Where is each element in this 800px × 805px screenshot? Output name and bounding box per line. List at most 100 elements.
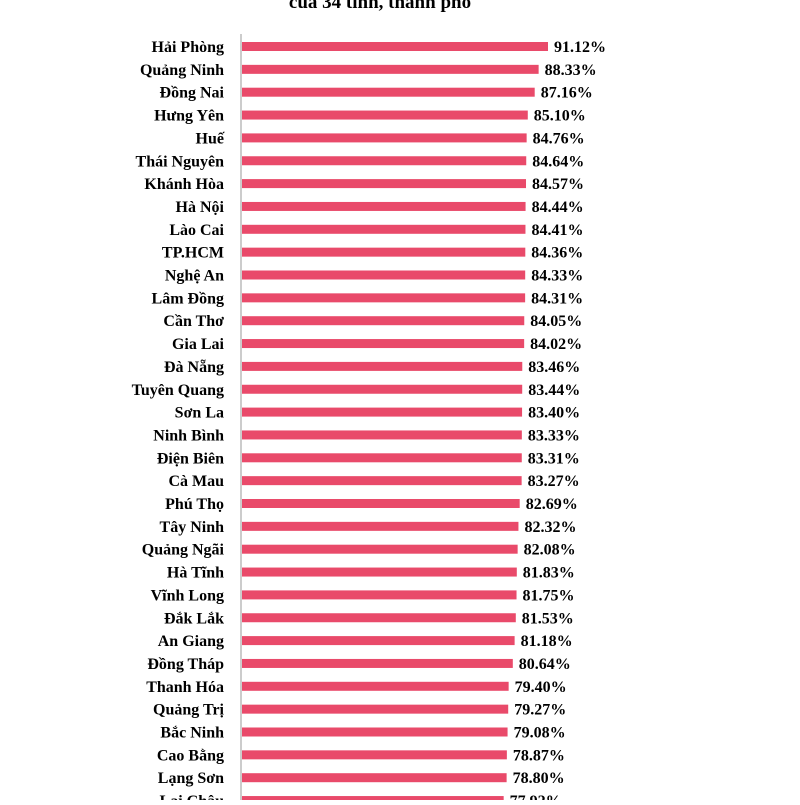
value-label: 81.83%: [523, 565, 575, 582]
value-label: 81.18%: [521, 633, 573, 650]
value-label: 81.75%: [523, 587, 575, 604]
value-label: 84.76%: [533, 130, 585, 147]
value-label: 84.02%: [530, 336, 582, 353]
value-label: 79.08%: [514, 725, 566, 742]
bar: [242, 499, 520, 508]
value-label: 83.33%: [528, 427, 580, 444]
value-label: 84.64%: [532, 153, 584, 170]
bar: [242, 658, 513, 668]
chart-title: của 34 tỉnh, thành phố: [288, 0, 472, 13]
value-label: 85.10%: [534, 108, 586, 125]
category-label: Tuyên Quang: [132, 382, 224, 399]
bar: [242, 796, 504, 805]
category-label: Cần Thơ: [163, 313, 224, 330]
value-label: 83.31%: [528, 450, 580, 467]
bar: [242, 430, 522, 440]
value-label: 84.44%: [532, 199, 584, 216]
category-label: Sơn La: [175, 405, 224, 422]
bar: [242, 270, 526, 280]
bar: [242, 224, 526, 234]
value-label: 82.32%: [524, 519, 576, 536]
value-label: 84.33%: [531, 268, 583, 285]
category-label: Hải Phòng: [152, 39, 224, 56]
category-label: Thanh Hóa: [146, 679, 224, 696]
category-label: Cà Mau: [168, 473, 224, 490]
category-label: Nghệ An: [165, 268, 224, 285]
category-label: Đà Nẵng: [164, 359, 224, 376]
value-label: 87.16%: [541, 85, 593, 102]
bar: [242, 64, 539, 74]
value-label: 78.80%: [513, 770, 565, 787]
bar: [242, 133, 527, 143]
bar: [242, 201, 526, 211]
bar: [242, 590, 517, 600]
category-label: Khánh Hòa: [144, 176, 224, 193]
bar: [242, 247, 526, 257]
value-label: 84.36%: [531, 245, 583, 262]
value-label: 84.57%: [532, 176, 584, 193]
bar: [242, 179, 527, 189]
value-label: 83.44%: [528, 382, 580, 399]
bar: [242, 681, 509, 691]
bar: [242, 727, 508, 737]
value-label: 79.27%: [514, 702, 566, 719]
value-label: 83.27%: [528, 473, 580, 490]
category-label: Đồng Nai: [160, 85, 225, 102]
value-label: 80.64%: [519, 656, 571, 673]
category-label: Điện Biên: [157, 450, 224, 467]
category-label: Ninh Bình: [153, 427, 224, 444]
value-label: 91.12%: [554, 39, 606, 56]
value-label: 82.69%: [526, 496, 578, 513]
category-label: Lào Cai: [169, 222, 224, 239]
category-label: Cao Bằng: [157, 747, 224, 764]
bar: [242, 636, 515, 646]
value-label: 84.05%: [530, 313, 582, 330]
category-label: An Giang: [158, 633, 224, 650]
category-label: Tây Ninh: [160, 519, 225, 536]
category-label: Bắc Ninh: [160, 725, 224, 742]
bar: [242, 544, 518, 554]
category-label: Quảng Ngãi: [142, 542, 225, 559]
bar: [242, 476, 522, 486]
category-label: Gia Lai: [172, 336, 225, 353]
category-label: Thái Nguyên: [136, 153, 225, 170]
category-label: Quảng Trị: [153, 702, 225, 719]
bar: [242, 407, 523, 417]
value-label: 83.46%: [528, 359, 580, 376]
category-label: Lai Châu: [160, 793, 225, 800]
bar: [242, 521, 519, 531]
bar: [242, 773, 507, 783]
category-label: Quảng Ninh: [140, 62, 224, 79]
bar: [242, 361, 523, 371]
category-label: Vĩnh Long: [151, 587, 224, 604]
value-label: 78.87%: [513, 747, 565, 764]
category-label: Hưng Yên: [154, 108, 224, 125]
bar: [242, 42, 548, 51]
category-label: Đắk Lắk: [164, 610, 224, 627]
category-label: Lạng Sơn: [158, 770, 224, 787]
value-label: 81.53%: [522, 610, 574, 627]
bar: [242, 110, 528, 120]
bar: [242, 316, 525, 326]
bar: [242, 293, 526, 303]
category-label: Đồng Tháp: [147, 656, 224, 673]
bar: [242, 704, 509, 714]
value-label: 84.31%: [531, 290, 583, 307]
value-label: 82.08%: [524, 542, 576, 559]
category-label: Huế: [196, 130, 225, 147]
bar: [242, 384, 523, 394]
category-label: Phú Thọ: [165, 496, 224, 513]
bar: [242, 156, 527, 166]
bar: [242, 567, 517, 577]
bar: [242, 613, 516, 623]
bar: [242, 750, 507, 760]
category-label: Hà Tĩnh: [167, 565, 224, 582]
value-label: 83.40%: [528, 405, 580, 422]
bar: [242, 453, 522, 463]
category-label: Lâm Đồng: [152, 290, 224, 307]
value-label: 79.40%: [515, 679, 567, 696]
value-label: 88.33%: [545, 62, 597, 79]
category-label: TP.HCM: [162, 245, 224, 262]
